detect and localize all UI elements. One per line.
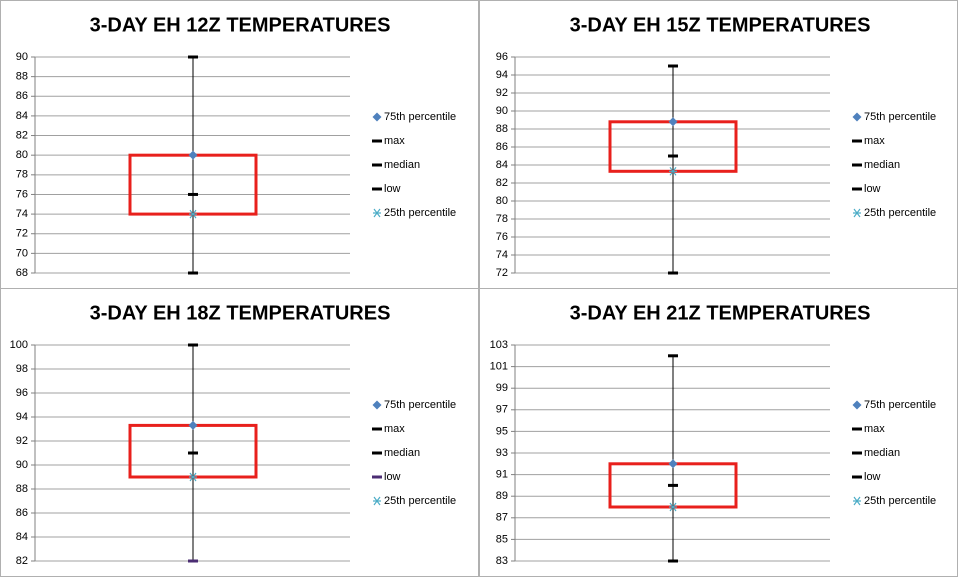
asterisk-stroke [853, 208, 861, 218]
legend-symbol [853, 208, 861, 218]
y-tick-label: 99 [496, 382, 508, 394]
y-tick-label: 84 [496, 159, 508, 171]
legend-label: 75th percentile [864, 111, 936, 123]
asterisk-stroke [373, 208, 381, 218]
y-tick-label: 88 [16, 483, 28, 495]
y-tick-label: 88 [496, 123, 508, 135]
y-tick-label: 94 [496, 69, 508, 81]
y-tick-label: 74 [496, 249, 508, 261]
y-tick-label: 72 [16, 228, 28, 240]
legend-label: low [384, 183, 401, 195]
legend-label: median [384, 447, 420, 459]
asterisk-stroke [189, 209, 197, 219]
data-point [669, 166, 677, 176]
legend-label: low [864, 471, 881, 483]
data-point [188, 420, 198, 430]
y-tick-label: 86 [16, 90, 28, 102]
y-tick-label: 92 [16, 435, 28, 447]
y-tick-label: 76 [496, 231, 508, 243]
y-tick-label: 90 [16, 459, 28, 471]
legend-label: 25th percentile [864, 207, 936, 219]
y-tick-label: 80 [16, 149, 28, 161]
y-tick-label: 94 [16, 411, 28, 423]
legend-label: max [384, 135, 405, 147]
data-point [189, 472, 197, 482]
y-tick-label: 82 [16, 555, 28, 567]
chart-title: 3-DAY EH 18Z TEMPERATURES [90, 302, 391, 324]
y-tick-label: 89 [496, 490, 508, 502]
y-tick-label: 68 [16, 267, 28, 279]
legend-label: 25th percentile [864, 495, 936, 507]
chart-title: 3-DAY EH 21Z TEMPERATURES [570, 302, 871, 324]
y-tick-label: 96 [496, 51, 508, 63]
y-tick-label: 100 [10, 339, 28, 351]
y-tick-label: 84 [16, 531, 28, 543]
asterisk-stroke [853, 496, 861, 506]
legend-symbol [852, 112, 862, 122]
y-tick-label: 91 [496, 469, 508, 481]
legend-label: median [384, 159, 420, 171]
legend-symbol [373, 208, 381, 218]
legend-label: 75th percentile [384, 111, 456, 123]
y-tick-label: 85 [496, 533, 508, 545]
y-tick-label: 76 [16, 188, 28, 200]
asterisk-stroke [669, 502, 677, 512]
chart-title: 3-DAY EH 12Z TEMPERATURES [90, 14, 391, 36]
chart-title: 3-DAY EH 15Z TEMPERATURES [570, 14, 871, 36]
y-tick-label: 78 [496, 213, 508, 225]
asterisk-stroke [669, 166, 677, 176]
y-tick-label: 97 [496, 404, 508, 416]
y-tick-label: 93 [496, 447, 508, 459]
y-tick-label: 72 [496, 267, 508, 279]
y-tick-label: 70 [16, 247, 28, 259]
y-tick-label: 83 [496, 555, 508, 567]
y-tick-label: 78 [16, 169, 28, 181]
legend-symbol [853, 496, 861, 506]
y-tick-label: 96 [16, 387, 28, 399]
legend-symbol [373, 496, 381, 506]
legend-symbol [372, 400, 382, 410]
legend-label: 75th percentile [384, 399, 456, 411]
y-tick-label: 92 [496, 87, 508, 99]
legend-label: max [864, 135, 885, 147]
asterisk-stroke [373, 496, 381, 506]
y-tick-label: 103 [490, 339, 508, 351]
legend-label: max [384, 423, 405, 435]
y-tick-label: 87 [496, 512, 508, 524]
legend-label: median [864, 447, 900, 459]
y-tick-label: 90 [16, 51, 28, 63]
legend-symbol [372, 112, 382, 122]
y-tick-label: 86 [16, 507, 28, 519]
y-tick-label: 101 [490, 361, 508, 373]
panel-border [0, 288, 479, 577]
y-tick-label: 98 [16, 363, 28, 375]
data-point [669, 502, 677, 512]
legend-label: median [864, 159, 900, 171]
y-tick-label: 80 [496, 195, 508, 207]
panel-border [479, 288, 958, 577]
y-tick-label: 82 [16, 129, 28, 141]
data-point [188, 150, 198, 160]
legend-symbol [852, 400, 862, 410]
legend-label: low [864, 183, 881, 195]
legend-label: 75th percentile [864, 399, 936, 411]
y-tick-label: 90 [496, 105, 508, 117]
data-point [668, 117, 678, 127]
y-tick-label: 86 [496, 141, 508, 153]
y-tick-label: 84 [16, 110, 28, 122]
legend-label: 25th percentile [384, 207, 456, 219]
legend-label: 25th percentile [384, 495, 456, 507]
asterisk-stroke [189, 472, 197, 482]
y-tick-label: 95 [496, 425, 508, 437]
y-tick-label: 74 [16, 208, 28, 220]
legend-label: low [384, 471, 401, 483]
data-point [668, 459, 678, 469]
y-tick-label: 88 [16, 71, 28, 83]
y-tick-label: 82 [496, 177, 508, 189]
legend-label: max [864, 423, 885, 435]
data-point [189, 209, 197, 219]
